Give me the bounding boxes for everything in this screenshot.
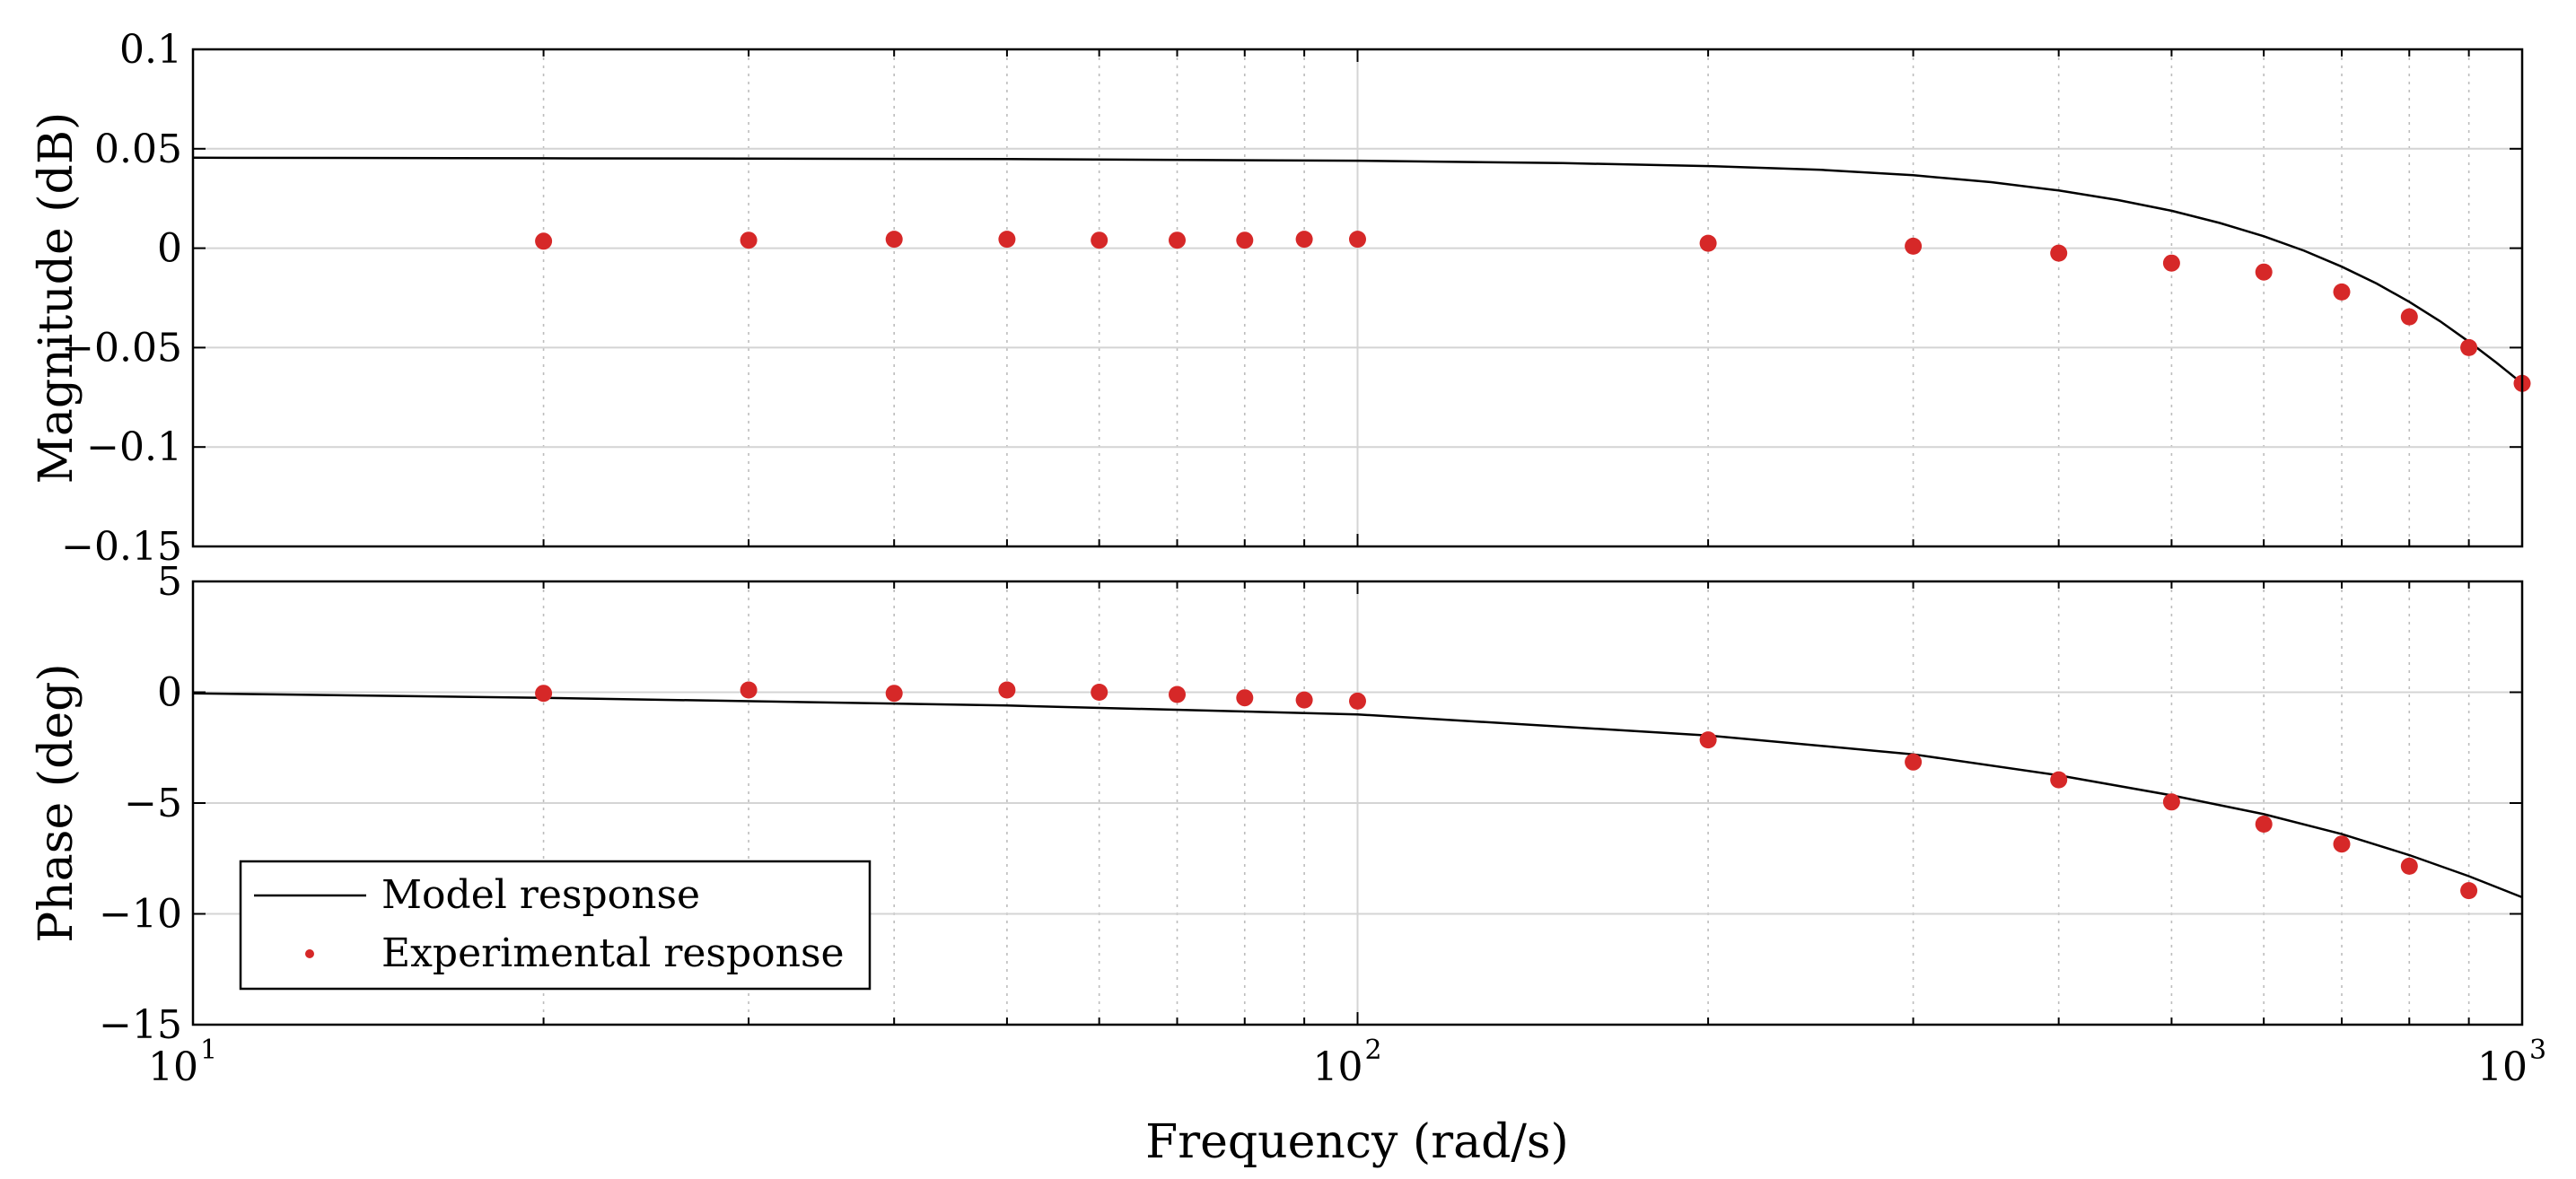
x-tick-exponent: 1 xyxy=(200,1035,217,1066)
magnitude-experimental-point xyxy=(2400,308,2418,326)
magnitude-experimental-point xyxy=(535,232,553,250)
magnitude-experimental-point xyxy=(1349,231,1366,249)
y-tick-label: −0.1 xyxy=(86,424,182,470)
phase-experimental-point xyxy=(1349,692,1366,710)
phase-experimental-point xyxy=(1091,684,1108,701)
y-tick-label: −15 xyxy=(99,1002,182,1048)
phase-panel: −15−10−505 Phase (deg) 10 1 10 2 10 3 Frequen… xyxy=(30,559,2546,1169)
phase-experimental-point xyxy=(998,681,1016,699)
phase-ylabel: Phase (deg) xyxy=(30,663,83,942)
frequency-x-ticks: 10 1 10 2 10 3 xyxy=(148,1035,2546,1090)
phase-experimental-point xyxy=(2400,857,2418,875)
phase-experimental-point xyxy=(2255,816,2273,833)
magnitude-experimental-point xyxy=(2333,283,2351,301)
phase-series xyxy=(192,681,2523,900)
magnitude-series xyxy=(192,156,2531,392)
magnitude-experimental-point xyxy=(885,231,903,249)
magnitude-experimental-point xyxy=(1169,231,1186,249)
phase-axes-box xyxy=(191,580,2524,1026)
magnitude-experimental-point xyxy=(2255,263,2273,281)
y-tick-label: 0 xyxy=(157,670,182,716)
legend-label-model: Model response xyxy=(381,872,700,918)
y-tick-label: 0.1 xyxy=(119,27,182,73)
magnitude-grid xyxy=(193,49,2522,546)
magnitude-ylabel: Magnitude (dB) xyxy=(30,112,83,485)
phase-experimental-point xyxy=(1295,691,1313,709)
magnitude-experimental-point xyxy=(2050,244,2068,262)
phase-experimental-point xyxy=(2050,771,2068,789)
magnitude-experimental-point xyxy=(1905,237,1923,255)
legend-label-experimental: Experimental response xyxy=(381,930,845,976)
y-tick-label: −10 xyxy=(99,892,182,938)
x-tick-exponent: 2 xyxy=(1365,1035,1382,1066)
y-tick-label: 5 xyxy=(157,559,182,605)
x-tick-base: 10 xyxy=(148,1044,198,1090)
y-tick-label: −0.15 xyxy=(61,524,182,570)
phase-y-ticks: −15 −10 −5 0 5 xyxy=(99,559,2523,1048)
y-tick-label: −5 xyxy=(124,781,182,826)
phase-experimental-point xyxy=(885,685,903,703)
phase-experimental-point xyxy=(2460,882,2478,900)
legend[interactable]: Model response Experimental response xyxy=(239,860,872,991)
phase-experimental-point xyxy=(2333,835,2351,853)
magnitude-experimental-point xyxy=(740,231,758,249)
magnitude-experimental-point xyxy=(1699,234,1717,252)
phase-experimental-point xyxy=(1169,686,1186,703)
magnitude-experimental-point xyxy=(1091,231,1108,249)
legend-box xyxy=(239,860,872,991)
magnitude-experimental-point xyxy=(2460,338,2478,356)
phase-experimental-point xyxy=(1699,731,1717,749)
magnitude-y-ticks: −0.15 −0.1 −0.05 0 0.05 0.1 xyxy=(61,27,2523,570)
x-tick-label: 10 1 xyxy=(148,1035,217,1090)
magnitude-model-line xyxy=(192,156,2523,385)
phase-experimental-point xyxy=(1236,689,1254,707)
phase-experimental-point xyxy=(2162,793,2180,811)
magnitude-experimental-point xyxy=(1236,231,1254,249)
y-tick-label: 0.05 xyxy=(94,127,182,172)
y-tick-label: 0 xyxy=(157,226,182,272)
magnitude-experimental-point xyxy=(1295,231,1313,249)
x-tick-label: 10 2 xyxy=(1313,1035,1382,1090)
x-tick-base: 10 xyxy=(1313,1044,1363,1090)
frequency-xlabel: Frequency (rad/s) xyxy=(1145,1115,1569,1169)
magnitude-panel: −0.15 −0.1 −0.05 0 0.05 0.1 Magnitude (dB) xyxy=(30,27,2531,570)
x-tick-exponent: 3 xyxy=(2529,1035,2546,1066)
x-tick-label: 10 3 xyxy=(2477,1035,2546,1090)
phase-experimental-point xyxy=(535,685,553,703)
phase-experimental-point xyxy=(740,681,758,699)
magnitude-experimental-point xyxy=(998,231,1016,249)
legend-marker-swatch xyxy=(305,949,314,958)
phase-experimental-point xyxy=(1905,753,1923,771)
magnitude-experimental-point xyxy=(2162,254,2180,272)
y-tick-label: −0.05 xyxy=(61,325,182,371)
x-tick-base: 10 xyxy=(2477,1044,2528,1090)
magnitude-axes-box xyxy=(191,48,2524,548)
